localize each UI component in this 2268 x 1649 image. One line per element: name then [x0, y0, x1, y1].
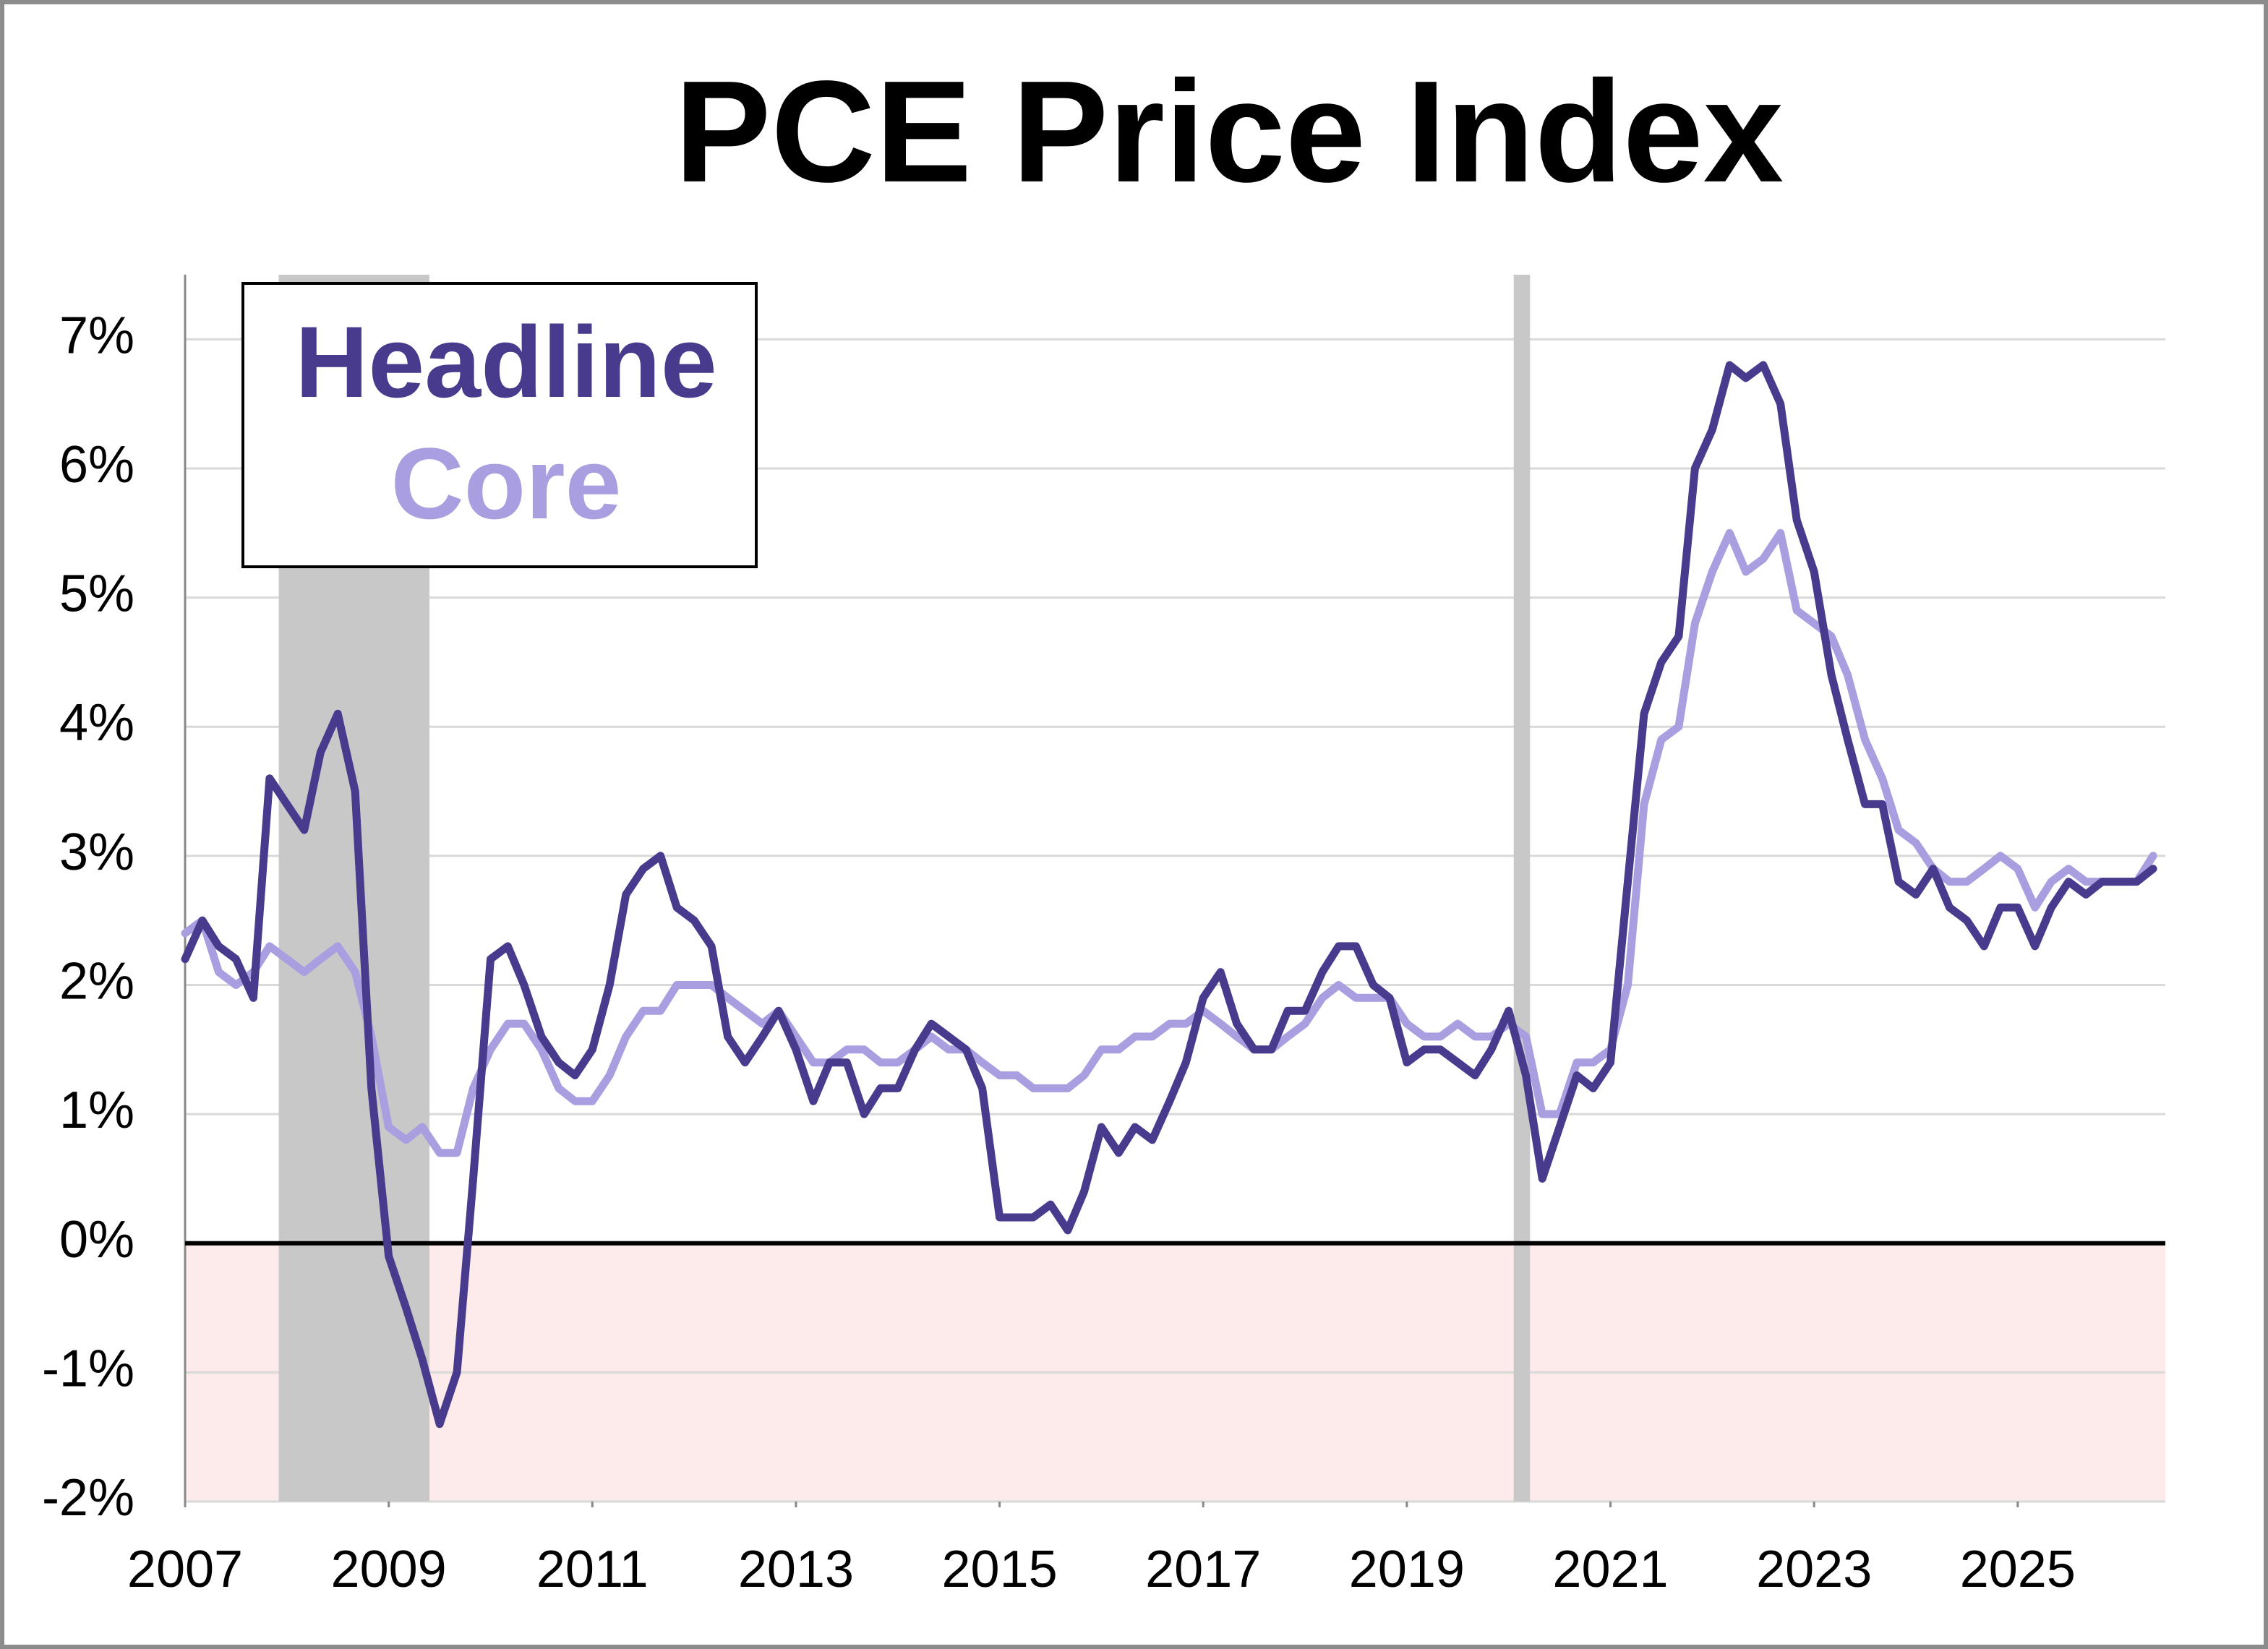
- y-tick-label: 2%: [59, 952, 134, 1010]
- x-tick-label: 2025: [1960, 1541, 2076, 1598]
- y-tick-label: -2%: [42, 1469, 134, 1527]
- series-line: [181, 361, 2157, 1429]
- y-tick-label: 7%: [59, 307, 134, 364]
- x-tick-label: 2007: [127, 1541, 243, 1598]
- x-tick-label: 2021: [1552, 1541, 1668, 1598]
- x-tick-label: 2023: [1756, 1541, 1872, 1598]
- x-tick-label: 2013: [738, 1541, 854, 1598]
- recession-shade: [1513, 275, 1531, 1502]
- x-tick-label: 2015: [941, 1541, 1057, 1598]
- y-tick-label: 5%: [59, 565, 134, 623]
- y-tick-label: 6%: [59, 436, 134, 494]
- chart-title: PCE Price Index: [675, 51, 1784, 213]
- y-tick-label: 4%: [59, 694, 134, 752]
- y-tick-label: 3%: [59, 823, 134, 881]
- legend-box: [241, 282, 758, 568]
- y-tick-label: 0%: [59, 1211, 134, 1269]
- y-tick-label: -1%: [42, 1340, 134, 1397]
- x-tick-label: 2009: [331, 1541, 447, 1598]
- x-tick-label: 2017: [1145, 1541, 1261, 1598]
- legend-entry: Core: [391, 427, 622, 540]
- y-tick-label: 1%: [59, 1082, 134, 1139]
- x-tick-label: 2011: [536, 1541, 649, 1598]
- x-tick-label: 2019: [1349, 1541, 1465, 1598]
- legend-entry: Headline: [295, 305, 717, 419]
